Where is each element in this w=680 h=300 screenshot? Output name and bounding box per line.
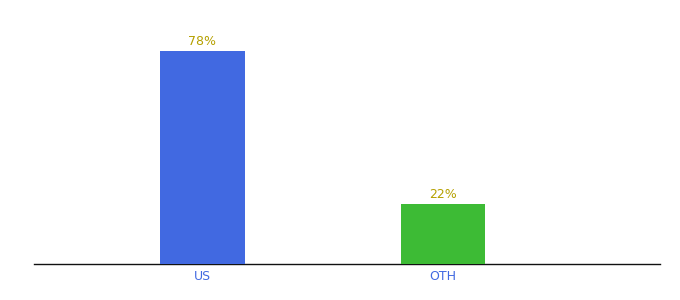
Bar (401, 204, 485, 264)
Text: 78%: 78% (188, 35, 216, 48)
Bar (160, 51, 245, 264)
Text: 22%: 22% (429, 188, 457, 201)
